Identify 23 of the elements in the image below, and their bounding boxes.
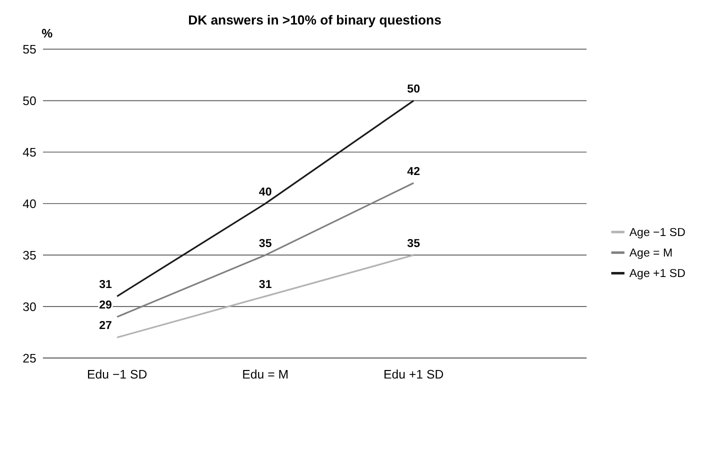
y-tick-label: 25 bbox=[22, 351, 36, 366]
y-tick-label: 40 bbox=[22, 196, 36, 211]
x-tick-label: Edu −1 SD bbox=[87, 368, 148, 382]
x-tick-label: Edu +1 SD bbox=[384, 368, 444, 382]
y-tick-label: 45 bbox=[22, 145, 36, 160]
data-label: 31 bbox=[258, 279, 272, 292]
data-label: 42 bbox=[407, 166, 420, 178]
x-tick-label: Edu = M bbox=[242, 368, 289, 382]
data-label: 27 bbox=[99, 320, 112, 332]
y-tick-label: 30 bbox=[22, 300, 36, 314]
legend-label: Age −1 SD bbox=[629, 227, 686, 240]
data-label: 35 bbox=[258, 238, 272, 250]
legend-label: Age +1 SD bbox=[629, 268, 686, 280]
y-tick-label: 55 bbox=[22, 42, 36, 57]
y-axis-title: % bbox=[42, 26, 53, 41]
y-tick-label: 50 bbox=[22, 94, 36, 108]
y-tick-label: 35 bbox=[22, 248, 36, 262]
data-label: 31 bbox=[99, 279, 113, 292]
chart-title: DK answers in >10% of binary questions bbox=[188, 12, 442, 28]
legend-label: Age = M bbox=[629, 248, 673, 260]
data-label: 35 bbox=[407, 238, 421, 250]
data-label: 40 bbox=[258, 186, 272, 198]
data-label: 50 bbox=[407, 83, 420, 96]
